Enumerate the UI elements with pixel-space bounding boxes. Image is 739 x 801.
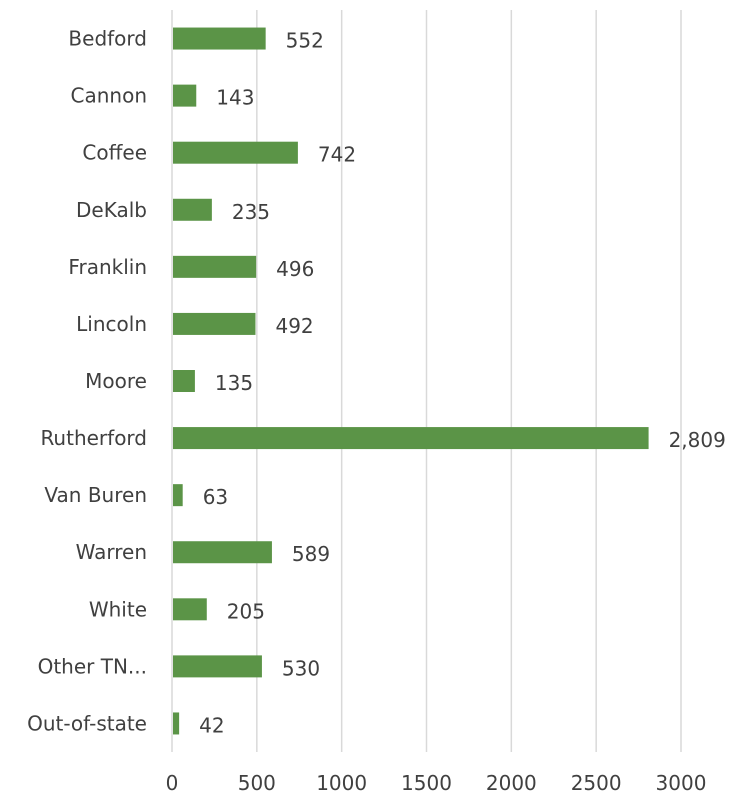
category-label: Warren bbox=[76, 540, 147, 564]
category-label: Bedford bbox=[68, 27, 147, 51]
category-labels: Bedford Cannon Coffee DeKalb Franklin Lincoln… bbox=[27, 27, 147, 736]
value-label: 42 bbox=[199, 713, 224, 737]
bar-van-buren bbox=[173, 484, 183, 507]
bar-rutherford bbox=[173, 427, 649, 450]
value-label: 143 bbox=[216, 86, 254, 110]
category-label: Coffee bbox=[82, 141, 147, 165]
x-tick-label: 2500 bbox=[571, 771, 622, 795]
category-label: Other TN... bbox=[38, 654, 147, 678]
category-label: Out-of-state bbox=[27, 711, 147, 735]
category-label: White bbox=[89, 597, 147, 621]
x-tick-label: 3000 bbox=[656, 771, 707, 795]
category-label: Franklin bbox=[68, 255, 147, 279]
category-label: Cannon bbox=[71, 84, 147, 108]
bar-bedford bbox=[173, 27, 266, 50]
value-label: 135 bbox=[215, 371, 253, 395]
value-label: 742 bbox=[318, 143, 356, 167]
x-tick-label: 500 bbox=[238, 771, 276, 795]
value-label: 63 bbox=[203, 485, 228, 509]
value-label: 2,809 bbox=[669, 428, 726, 452]
value-label: 205 bbox=[227, 599, 265, 623]
bar-franklin bbox=[173, 255, 257, 278]
bars bbox=[173, 27, 649, 735]
value-label: 496 bbox=[276, 257, 314, 281]
bar-out-of-state bbox=[173, 712, 180, 735]
gridlines bbox=[256, 10, 682, 752]
category-label: DeKalb bbox=[76, 198, 147, 222]
value-label: 589 bbox=[292, 542, 330, 566]
value-labels: 552 143 742 235 496 492 135 2,809 63 589 205 530 42 bbox=[199, 29, 726, 738]
bar-cannon bbox=[173, 84, 197, 107]
bar-other-tn bbox=[173, 655, 262, 678]
bar-white bbox=[173, 598, 207, 621]
x-tick-label: 2000 bbox=[486, 771, 537, 795]
bar-warren bbox=[173, 541, 272, 564]
category-label: Van Buren bbox=[44, 483, 147, 507]
bar-lincoln bbox=[173, 312, 256, 335]
value-label: 492 bbox=[275, 314, 313, 338]
bar-moore bbox=[173, 370, 195, 392]
category-label: Rutherford bbox=[40, 426, 147, 450]
x-axis-tick-labels: 0 500 1000 1500 2000 2500 3000 bbox=[166, 771, 707, 795]
x-tick-label: 1500 bbox=[401, 771, 452, 795]
bar-coffee bbox=[173, 141, 298, 164]
value-label: 552 bbox=[286, 29, 324, 53]
bar-dekalb bbox=[173, 198, 212, 221]
value-label: 530 bbox=[282, 656, 320, 680]
category-label: Moore bbox=[85, 369, 147, 393]
x-tick-label: 1000 bbox=[316, 771, 367, 795]
value-label: 235 bbox=[232, 200, 270, 224]
x-tick-label: 0 bbox=[166, 771, 179, 795]
category-label: Lincoln bbox=[76, 312, 147, 336]
